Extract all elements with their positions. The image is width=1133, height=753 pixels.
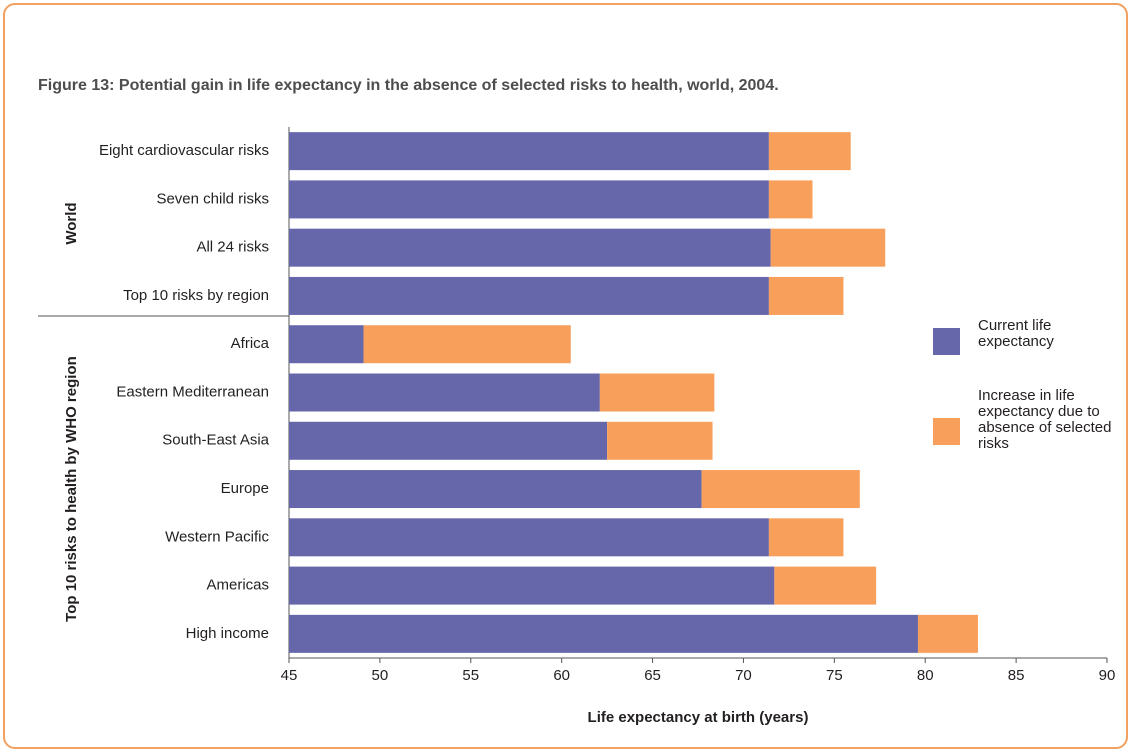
x-tick-label: 90 bbox=[1099, 667, 1116, 684]
bar-segment bbox=[289, 470, 702, 509]
x-axis-title: Life expectancy at birth (years) bbox=[588, 709, 809, 726]
bar-segment bbox=[289, 132, 769, 171]
group-label: Top 10 risks to health by WHO region bbox=[63, 356, 80, 622]
group-label: World bbox=[63, 202, 80, 244]
bar-segment bbox=[289, 614, 918, 653]
bar-segment bbox=[289, 325, 364, 364]
bar-segment bbox=[774, 566, 877, 605]
x-tick-label: 80 bbox=[917, 667, 934, 684]
bar-segment bbox=[599, 373, 715, 412]
bar-segment bbox=[289, 421, 608, 460]
y-tick-label: South-East Asia bbox=[162, 432, 269, 449]
y-tick-label: All 24 risks bbox=[196, 239, 269, 256]
x-tick-label: 45 bbox=[281, 667, 298, 684]
y-tick-label: Eastern Mediterranean bbox=[116, 383, 269, 400]
bar-segment bbox=[770, 228, 886, 267]
y-tick-label: Europe bbox=[221, 480, 269, 497]
bar-segment bbox=[701, 470, 860, 509]
y-tick-label: Seven child risks bbox=[156, 190, 269, 207]
bar-segment bbox=[917, 614, 978, 653]
y-tick-label: Western Pacific bbox=[165, 528, 269, 545]
x-tick-label: 75 bbox=[826, 667, 843, 684]
bar-segment bbox=[768, 180, 813, 219]
bar-segment bbox=[289, 228, 771, 267]
y-tick-label: Americas bbox=[206, 577, 269, 594]
x-tick-label: 50 bbox=[372, 667, 389, 684]
y-tick-label: Africa bbox=[231, 335, 270, 352]
chart-title: Figure 13: Potential gain in life expect… bbox=[38, 77, 779, 94]
bar-segment bbox=[607, 421, 713, 460]
legend-label: Increase in life expectancy due to absen… bbox=[978, 387, 1112, 452]
bar-segment bbox=[363, 325, 571, 364]
bar-segment bbox=[289, 276, 769, 315]
bar-segment bbox=[768, 518, 844, 557]
y-tick-label: Top 10 risks by region bbox=[123, 287, 269, 304]
legend-swatch bbox=[933, 418, 960, 445]
frame bbox=[3, 3, 1128, 749]
legend-label: Current life expectancy bbox=[978, 317, 1054, 350]
legend-swatch bbox=[933, 328, 960, 355]
x-tick-label: 65 bbox=[644, 667, 661, 684]
bar-segment bbox=[289, 566, 775, 605]
x-tick-label: 85 bbox=[1008, 667, 1025, 684]
bar-segment bbox=[768, 132, 851, 171]
y-tick-label: High income bbox=[186, 625, 269, 642]
x-tick-label: 70 bbox=[735, 667, 752, 684]
x-tick-label: 60 bbox=[553, 667, 570, 684]
bar-segment bbox=[289, 518, 769, 557]
bar-segment bbox=[289, 373, 600, 412]
bar-segment bbox=[289, 180, 769, 219]
x-tick-label: 55 bbox=[462, 667, 479, 684]
bar-segment bbox=[768, 276, 844, 315]
y-tick-label: Eight cardiovascular risks bbox=[99, 142, 269, 159]
